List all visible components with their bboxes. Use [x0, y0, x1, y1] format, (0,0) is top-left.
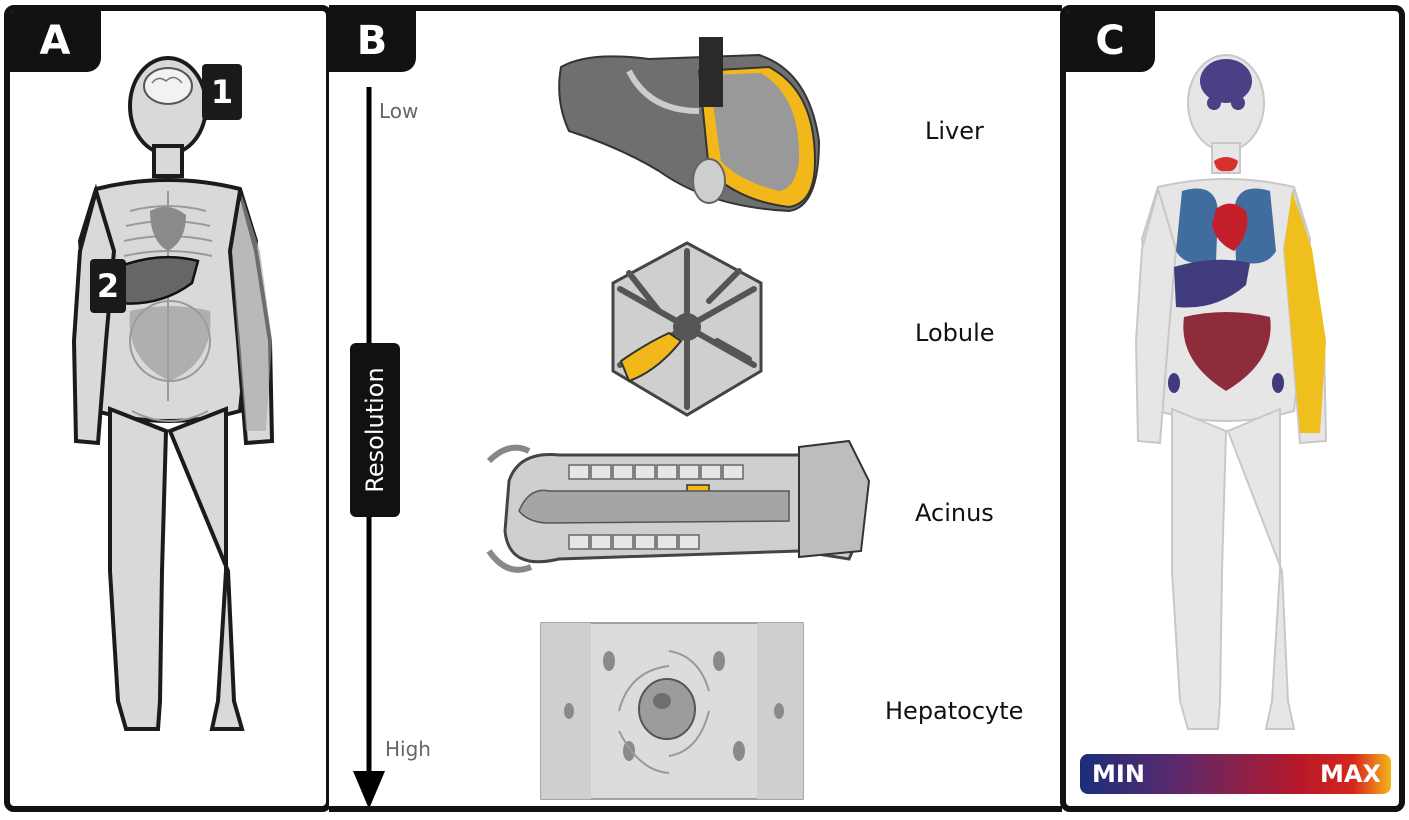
human-body-heatmap-icon	[1134, 54, 1328, 730]
level-label-lobule: Lobule	[915, 319, 995, 347]
hepatocyte-icon	[540, 622, 804, 800]
arrow-down-icon	[353, 37, 871, 806]
level-label-acinus: Acinus	[915, 499, 994, 527]
panel-a: A	[4, 5, 332, 812]
panel-c-tab: C	[1066, 11, 1155, 72]
marker-1: 1	[202, 64, 242, 120]
brain-icon	[143, 67, 193, 105]
axis-low-label: Low	[379, 99, 419, 123]
human-body-icon	[71, 56, 275, 731]
level-label-liver: Liver	[925, 117, 984, 145]
panel-c: C MIN MAX	[1060, 5, 1405, 812]
lobule-icon	[611, 241, 763, 417]
legend-colorbar: MIN MAX	[1080, 754, 1391, 794]
resolution-text: Resolution	[361, 367, 389, 493]
panel-b: B	[329, 5, 1062, 812]
liver-organ-icon	[558, 37, 821, 213]
resolution-axis-title: Resolution	[350, 343, 400, 517]
axis-high-label: High	[385, 737, 431, 761]
panel-a-tab: A	[10, 11, 101, 72]
legend-max-label: MAX	[1320, 760, 1381, 788]
acinus-icon	[486, 439, 871, 573]
marker-2: 2	[90, 259, 126, 313]
level-label-hepatocyte: Hepatocyte	[885, 697, 1024, 725]
legend-min-label: MIN	[1092, 760, 1145, 788]
panel-b-tab: B	[329, 11, 416, 72]
liver-icon	[116, 255, 200, 305]
